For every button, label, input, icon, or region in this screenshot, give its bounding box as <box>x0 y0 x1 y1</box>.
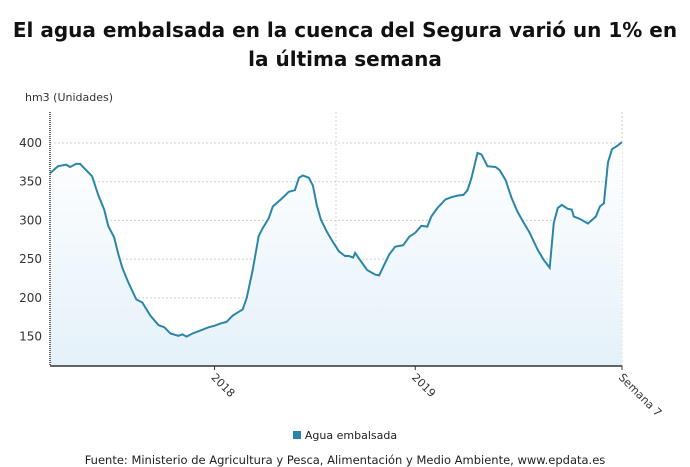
chart-title: El agua embalsada en la cuenca del Segur… <box>12 18 678 71</box>
y-tick-label: 300 <box>19 213 42 227</box>
series-area-agua-embalsada <box>50 142 622 366</box>
y-tick-label: 150 <box>19 330 42 344</box>
x-tick-labels: 2018 2019 Semana 7 <box>208 371 664 419</box>
y-axis-label: hm3 (Unidades) <box>25 91 113 104</box>
y-tick-label: 350 <box>19 175 42 189</box>
y-tick-label: 400 <box>19 136 42 150</box>
legend-label: Agua embalsada <box>304 429 398 442</box>
y-tick-label: 200 <box>19 291 42 305</box>
source-note: Fuente: Ministerio de Agricultura y Pesc… <box>84 453 606 467</box>
legend-swatch <box>292 431 301 439</box>
x-tick-label: 2018 <box>208 371 237 400</box>
axes <box>49 112 623 370</box>
series-line-agua-embalsada <box>49 141 623 338</box>
legend: Agua embalsada <box>0 429 690 442</box>
y-tick-label: 250 <box>19 252 42 266</box>
x-tick-label: 2019 <box>409 371 438 400</box>
x-tick-label: Semana 7 <box>616 371 664 419</box>
y-tick-labels: 150 200 250 300 350 400 <box>19 136 42 344</box>
